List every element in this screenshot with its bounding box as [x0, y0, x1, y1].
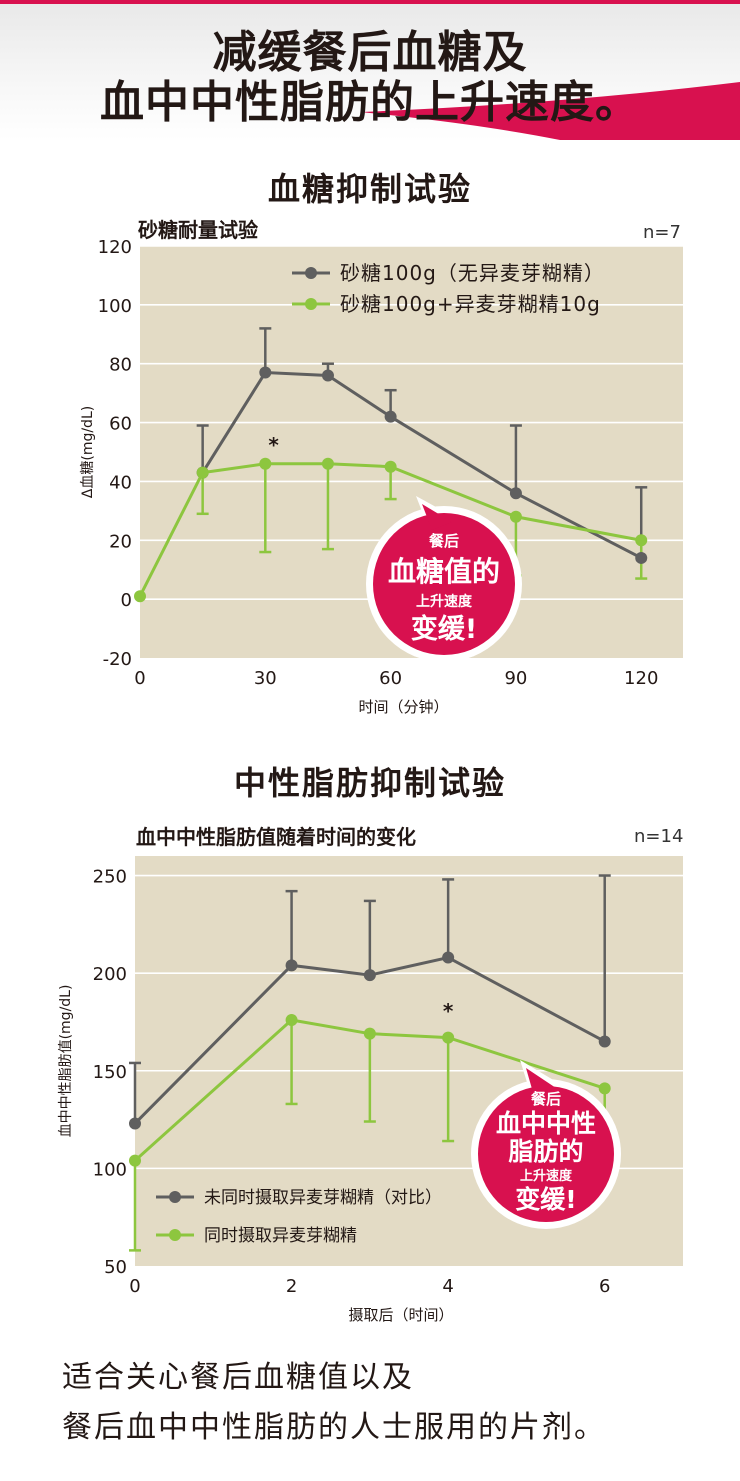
lipid-section-title: 中性脂肪抑制试验 [233, 764, 506, 802]
glucose-x-tick-label: 30 [254, 668, 277, 689]
glucose-x-tick-label: 0 [134, 668, 145, 689]
glucose-y-tick-label: 80 [109, 355, 132, 376]
glucose-y-tick-label: 120 [98, 237, 132, 258]
glucose-data-point [635, 534, 648, 547]
glucose-legend-marker [305, 267, 317, 279]
glucose-y-tick-label: 20 [109, 531, 132, 552]
lipid-significance-mark: * [443, 999, 454, 1023]
lipid-legend-marker [169, 1229, 181, 1241]
lipid-badge-line-3: 脂肪的 [508, 1137, 583, 1166]
glucose-section-title: 血糖抑制试验 [267, 170, 472, 208]
lipid-speech-badge: 餐后 血中中性 脂肪的 上升速度 变缓! [471, 1060, 621, 1229]
glucose-y-tick-label: 0 [121, 590, 132, 611]
glucose-data-point [196, 466, 209, 479]
lipid-x-axis-label: 摄取后（时间） [348, 1306, 453, 1324]
glucose-series-line-0 [201, 371, 642, 560]
glucose-subtitle: 砂糖耐量试验 [138, 218, 258, 242]
lipid-badge-line-2: 血中中性 [496, 1109, 596, 1138]
glucose-data-point [509, 510, 522, 523]
glucose-data-point [321, 369, 334, 382]
lipid-y-tick-label: 50 [104, 1257, 127, 1278]
lipid-y-tick-label: 200 [93, 964, 127, 985]
glucose-data-point [259, 457, 272, 470]
lipid-legend-label: 未同时摄取异麦芽糊精（对比） [204, 1188, 442, 1208]
glucose-y-tick-label: 100 [98, 296, 132, 317]
glucose-x-tick-label: 60 [379, 668, 402, 689]
lipid-y-axis-label: 血中中性脂肪值(mg/dL) [58, 985, 74, 1138]
lipid-data-point [363, 1027, 376, 1040]
lipid-badge-line-5: 变缓! [515, 1185, 576, 1214]
glucose-data-point [509, 487, 522, 500]
glucose-y-tick-label: 60 [109, 414, 132, 435]
lipid-subtitle: 血中中性脂肪值随着时间的变化 [136, 825, 416, 849]
glucose-n-label: n=7 [643, 222, 681, 243]
glucose-data-point [321, 457, 334, 470]
lipid-data-point [129, 1154, 141, 1167]
lipid-n-label: n=14 [634, 826, 684, 847]
glucose-x-tick-label: 90 [504, 668, 527, 689]
lipid-chart: 50 100 150 200 250 0 2 4 6 摄取后（时间） 血中中性脂肪值(mg/dL) *… [58, 856, 683, 1324]
glucose-data-point [635, 551, 648, 564]
glucose-x-axis-label: 时间（分钟） [358, 698, 448, 716]
lipid-y-tick-label: 250 [93, 867, 127, 888]
lipid-data-point [442, 1031, 455, 1044]
glucose-data-point [134, 590, 146, 603]
headline-line-1: 减缓餐后血糖及 [212, 27, 528, 78]
glucose-data-point [259, 366, 272, 379]
lipid-data-point [285, 1014, 298, 1026]
glucose-x-tick-label: 120 [624, 668, 658, 689]
lipid-x-tick-label: 0 [129, 1276, 140, 1297]
lipid-x-tick-label: 4 [442, 1276, 453, 1297]
glucose-speech-badge: 餐后 血糖值的 上升速度 变缓! [366, 496, 522, 662]
glucose-y-axis-label: Δ血糖(mg/dL) [80, 406, 96, 498]
glucose-y-tick-label: -20 [103, 649, 132, 670]
glucose-legend-marker [305, 298, 317, 310]
lipid-data-point [129, 1117, 141, 1130]
glucose-legend-label: 砂糖100g+异麦芽糊精10g [340, 292, 601, 316]
glucose-badge-line-1: 餐后 [429, 532, 459, 550]
header-swoosh [360, 82, 740, 140]
headline-line-2: 血中中性脂肪的上升速度。 [100, 77, 640, 128]
glucose-badge-line-3: 上升速度 [416, 593, 473, 610]
footer-line-1: 适合关心餐后血糖值以及 [62, 1360, 414, 1395]
lipid-badge-line-1: 餐后 [531, 1090, 561, 1108]
lipid-legend-label: 同时摄取异麦芽糊精 [204, 1226, 357, 1246]
header-stripe [0, 0, 740, 4]
glucose-legend-label: 砂糖100g（无异麦芽糊精） [340, 261, 605, 285]
lipid-data-point [598, 1082, 611, 1095]
glucose-y-tick-label: 40 [109, 472, 132, 493]
glucose-badge-line-4: 变缓! [411, 613, 477, 645]
lipid-y-tick-label: 100 [93, 1159, 127, 1180]
footer-line-2: 餐后血中中性脂肪的人士服用的片剂。 [62, 1410, 606, 1445]
glucose-data-point [384, 460, 397, 473]
glucose-data-point [384, 410, 397, 423]
lipid-data-point [285, 959, 298, 972]
lipid-legend-marker [169, 1191, 181, 1203]
lipid-x-tick-label: 6 [599, 1276, 610, 1297]
lipid-y-tick-label: 150 [93, 1062, 127, 1083]
lipid-data-point [598, 1035, 611, 1048]
glucose-badge-line-2: 血糖值的 [388, 555, 500, 588]
glucose-significance-mark: * [268, 433, 279, 457]
lipid-data-point [442, 951, 455, 964]
lipid-badge-line-4: 上升速度 [520, 1168, 573, 1184]
lipid-data-point [363, 969, 376, 982]
lipid-x-tick-label: 2 [286, 1276, 297, 1297]
